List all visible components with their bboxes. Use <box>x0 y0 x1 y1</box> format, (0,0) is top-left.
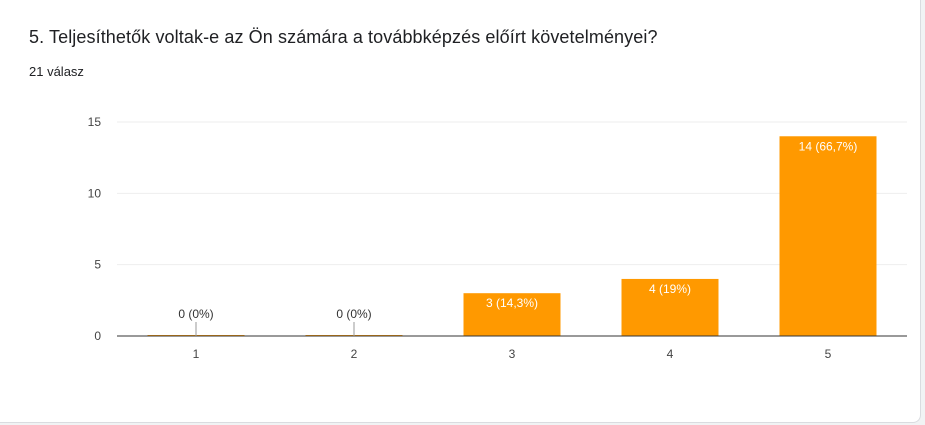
bars <box>147 136 877 336</box>
y-tick-label: 0 <box>94 329 101 343</box>
bar <box>779 136 877 336</box>
data-labels: 0 (0%) 0 (0%) 3 (14,3%) 4 (19%) 14 (66,7%) <box>178 139 857 336</box>
y-tick-label: 10 <box>88 186 102 200</box>
bar <box>463 293 561 336</box>
y-tick-label: 5 <box>94 258 101 272</box>
x-tick-label: 4 <box>667 347 674 361</box>
x-tick-label: 2 <box>351 347 358 361</box>
axes: 0 5 10 15 1 2 3 4 5 <box>88 115 907 361</box>
x-tick-label: 1 <box>193 347 200 361</box>
data-label: 14 (66,7%) <box>799 139 858 153</box>
data-label: 0 (0%) <box>178 307 213 321</box>
y-tick-label: 15 <box>88 115 102 129</box>
data-label: 4 (19%) <box>649 282 691 296</box>
bar <box>621 278 719 336</box>
data-label: 3 (14,3%) <box>486 296 538 310</box>
x-tick-label: 3 <box>509 347 516 361</box>
data-label: 0 (0%) <box>336 307 371 321</box>
question-title: 5. Teljesíthetők voltak-e az Ön számára … <box>29 27 658 47</box>
response-count: 21 válasz <box>29 64 84 79</box>
gridlines <box>117 121 907 266</box>
x-tick-label: 5 <box>825 347 832 361</box>
